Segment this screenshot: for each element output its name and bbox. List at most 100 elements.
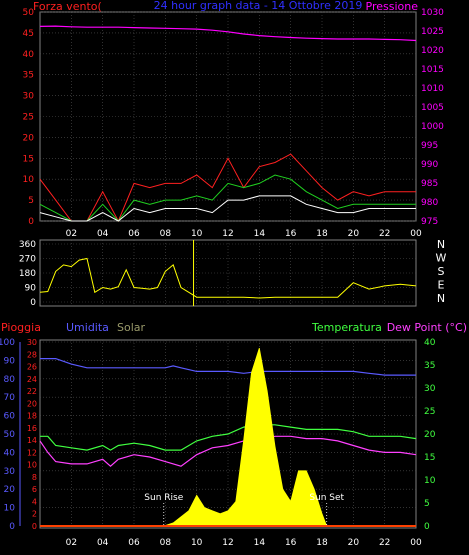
wind-x-tick-16: 16: [285, 229, 297, 239]
wind-avg-line: [39, 174, 416, 222]
temperature-y-tick-25: 25: [424, 407, 435, 417]
climate-x-tick-04: 04: [97, 538, 109, 548]
temperature-y-tick-20: 20: [424, 430, 436, 440]
humidity-y-tick-10: 10: [4, 504, 16, 514]
pressure-y-tick-1030: 1030: [421, 8, 444, 18]
wind-speed-line: [39, 195, 416, 222]
wind-chart-title: 24 hour graph data - 14 Ottobre 2019: [154, 0, 363, 12]
wind-y-tick-45: 45: [23, 29, 34, 39]
direction-grid: [40, 240, 416, 306]
climate-x-tick-08: 08: [160, 538, 172, 548]
rain-y-tick-30: 30: [27, 338, 37, 347]
temperature-y-tick-30: 30: [424, 384, 436, 394]
dewpoint-label: Dew Point (°C): [387, 321, 467, 334]
dewpoint-line: [39, 435, 417, 468]
pressure-line: [39, 25, 417, 42]
wind-gust-line: [39, 153, 416, 223]
rain-y-tick-8: 8: [32, 473, 37, 482]
rain-y-tick-12: 12: [27, 448, 37, 457]
temperature-line: [40, 424, 417, 451]
pressure-y-tick-975: 975: [421, 217, 438, 227]
pressure-y-axis: 975 980 985 990 995 1000 1005 1010 1015 1020 1025 1…: [421, 8, 444, 227]
wind-y-tick-50: 50: [23, 8, 35, 18]
wind-x-tick-06: 06: [128, 229, 140, 239]
sunset-label: Sun Set: [309, 493, 344, 503]
direction-series: [39, 240, 417, 306]
solar-label: Solar: [117, 321, 146, 334]
climate-x-tick-06: 06: [128, 538, 140, 548]
climate-x-axis: 02 04 06 08 10 12 14 16 18 20 22 00: [66, 538, 422, 548]
compass-label-1: W: [436, 252, 447, 265]
climate-x-tick-14: 14: [254, 538, 266, 548]
climate-x-tick-18: 18: [316, 538, 328, 548]
direction-y-tick-270: 270: [19, 255, 36, 265]
rain-y-tick-0: 0: [32, 522, 37, 531]
rain-y-tick-2: 2: [32, 510, 37, 519]
wind-y-tick-30: 30: [23, 92, 35, 102]
pressure-y-tick-1025: 1025: [421, 27, 444, 37]
rain-y-tick-28: 28: [27, 350, 37, 359]
wind-y-tick-35: 35: [23, 71, 34, 81]
humidity-line: [40, 358, 416, 376]
solar-area: [40, 347, 416, 527]
pressure-y-tick-1005: 1005: [421, 103, 444, 113]
humidity-y-tick-70: 70: [4, 393, 16, 403]
humidity-y-tick-40: 40: [4, 448, 16, 458]
wind-y-tick-0: 0: [28, 217, 34, 227]
wind-y-tick-5: 5: [28, 196, 34, 206]
sunrise-label: Sun Rise: [144, 493, 183, 503]
wind-x-tick-02: 02: [66, 229, 77, 239]
climate-x-tick-20: 20: [348, 538, 360, 548]
pressure-y-tick-1000: 1000: [421, 122, 444, 132]
compass-label-2: S: [438, 265, 445, 278]
humidity-y-tick-80: 80: [4, 375, 16, 385]
rain-label: Pioggia: [1, 321, 41, 334]
wind-x-tick-22: 22: [379, 229, 390, 239]
wind-y-tick-20: 20: [23, 133, 35, 143]
wind-x-tick-18: 18: [316, 229, 328, 239]
temperature-y-tick-35: 35: [424, 361, 435, 371]
humidity-y-tick-0: 0: [9, 522, 15, 532]
wind-x-tick-10: 10: [191, 229, 203, 239]
wind-y-tick-25: 25: [23, 113, 34, 123]
pressure-y-tick-990: 990: [421, 160, 438, 170]
climate-x-tick-12: 12: [222, 538, 233, 548]
direction-y-tick-90: 90: [25, 284, 37, 294]
wind-x-tick-08: 08: [160, 229, 172, 239]
wind-x-tick-12: 12: [222, 229, 233, 239]
temperature-label: Temperatura: [311, 321, 382, 334]
temperature-y-axis: 0 5 10 15 20 25 30 35 40: [424, 338, 436, 532]
rain-y-tick-4: 4: [32, 497, 37, 506]
direction-line-0: [39, 257, 417, 299]
wind-y-tick-10: 10: [23, 175, 35, 185]
compass-label-0: N: [437, 238, 445, 251]
rain-y-tick-22: 22: [27, 387, 37, 396]
wind-x-tick-20: 20: [348, 229, 360, 239]
wind-left-label: Forza vento(: [33, 0, 102, 13]
wind-grid: [40, 11, 416, 222]
sun-markers: Sun Rise Sun Set: [144, 493, 345, 526]
wind-x-tick-04: 04: [97, 229, 109, 239]
temperature-y-tick-40: 40: [424, 338, 436, 348]
direction-y-tick-0: 0: [30, 298, 36, 308]
humidity-y-tick-20: 20: [4, 485, 16, 495]
direction-y-axis: 360 270 180 90 0: [19, 240, 36, 308]
pressure-y-tick-1020: 1020: [421, 46, 444, 56]
pressure-y-tick-1015: 1015: [421, 65, 444, 75]
compass-label-3: E: [438, 279, 445, 292]
rain-y-tick-18: 18: [27, 412, 37, 421]
climate-x-tick-16: 16: [285, 538, 297, 548]
rain-y-tick-6: 6: [32, 485, 37, 494]
humidity-y-tick-100: 100: [0, 338, 15, 348]
humidity-y-tick-30: 30: [4, 467, 16, 477]
climate-series: [39, 347, 417, 527]
direction-y-tick-360: 360: [19, 240, 36, 250]
pressure-y-tick-985: 985: [421, 179, 438, 189]
pressure-y-tick-1010: 1010: [421, 84, 444, 94]
climate-x-tick-22: 22: [379, 538, 390, 548]
pressure-right-label: Pressione: [366, 0, 419, 13]
